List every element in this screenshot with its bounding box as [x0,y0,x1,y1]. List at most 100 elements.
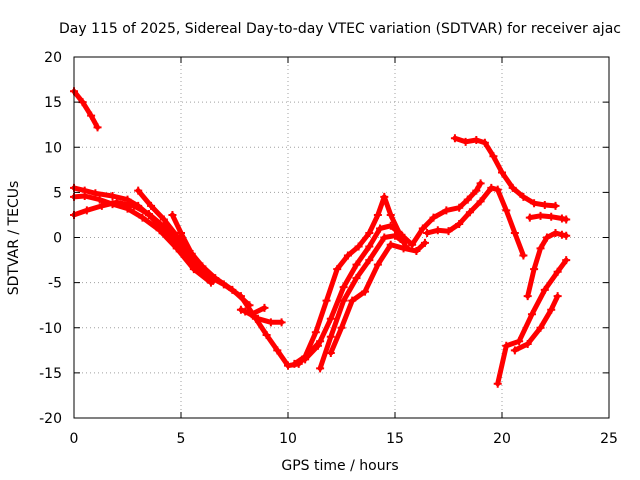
data-point [540,285,549,294]
data-point [502,341,511,350]
data-point [502,206,511,215]
data-point [480,138,489,147]
series-line-sat4 [71,193,214,286]
data-point [365,228,374,237]
data-point [311,328,320,337]
data-point [209,276,218,285]
data-point [284,361,292,370]
data-point [386,221,395,230]
data-point [508,183,517,192]
data-point [527,310,536,319]
data-point [354,242,363,251]
data-point [361,287,370,296]
x-tick-label: 10 [279,431,297,447]
data-point [510,346,519,355]
data-point [380,233,389,242]
data-point [260,303,269,312]
data-point [547,305,556,314]
data-point [551,228,560,237]
data-point [91,189,100,198]
data-point [365,256,374,265]
data-point [108,191,117,200]
y-tick-label: -15 [39,366,62,382]
data-point [476,197,485,206]
data-point [316,364,325,373]
x-tick-label: 20 [493,431,511,447]
data-point [423,228,432,237]
data-point [326,314,335,323]
data-point [343,251,352,260]
data-point [82,206,91,215]
data-point [228,285,237,294]
data-point [247,310,256,319]
data-point [553,292,562,301]
y-tick-label: -20 [39,411,62,427]
data-point [562,231,571,240]
data-point [187,249,196,258]
data-point [108,200,117,209]
data-point [519,192,528,201]
data-point [326,349,335,358]
data-point [245,301,254,310]
data-point [376,224,385,233]
data-point [493,185,502,194]
data-point [273,346,282,355]
data-point [463,195,472,204]
data-point [515,337,524,346]
data-point [313,341,322,350]
data-point [322,296,331,305]
data-point [444,227,453,236]
data-point [144,210,153,219]
data-point [536,244,545,253]
data-point [155,226,164,235]
data-point [461,137,470,146]
data-point [510,228,519,237]
x-axis-label: GPS time / hours [281,458,398,474]
data-point [408,240,417,249]
y-tick-label: 0 [53,231,62,247]
data-point [352,274,361,283]
data-point [95,195,104,204]
chart-title: Day 115 of 2025, Sidereal Day-to-day VTE… [59,21,621,37]
data-point [277,318,286,327]
data-point [489,152,498,161]
data-point [80,191,89,200]
data-point [138,213,147,222]
data-point [168,210,177,219]
data-point [177,228,185,237]
y-tick-label: 5 [53,185,62,201]
data-point [301,355,310,364]
data-point [254,314,263,323]
y-tick-label: -10 [39,321,62,337]
data-point [337,323,346,332]
data-point [339,296,348,305]
data-point [455,219,464,228]
y-tick-label: 20 [44,50,62,66]
data-point [429,213,438,222]
data-point [519,251,528,260]
data-point [129,201,138,210]
data-point [418,224,427,233]
data-point [536,211,545,220]
data-point [472,186,481,195]
data-point [442,206,451,215]
x-tick-label: 25 [600,431,618,447]
data-point [262,330,271,339]
data-point [455,203,464,212]
data-point [433,226,442,235]
data-point [476,179,485,188]
data-point [493,379,502,388]
data-point [373,260,382,269]
series-line-sat3 [71,199,216,281]
series-line-sat13 [424,185,526,258]
data-point [450,134,459,143]
data-point [172,244,181,253]
data-point [348,296,357,305]
x-tick-label: 0 [70,431,79,447]
y-tick-label: 10 [44,140,62,156]
data-point [172,231,181,240]
data-point [420,238,429,247]
data-point [380,192,389,201]
data-point [290,359,299,368]
